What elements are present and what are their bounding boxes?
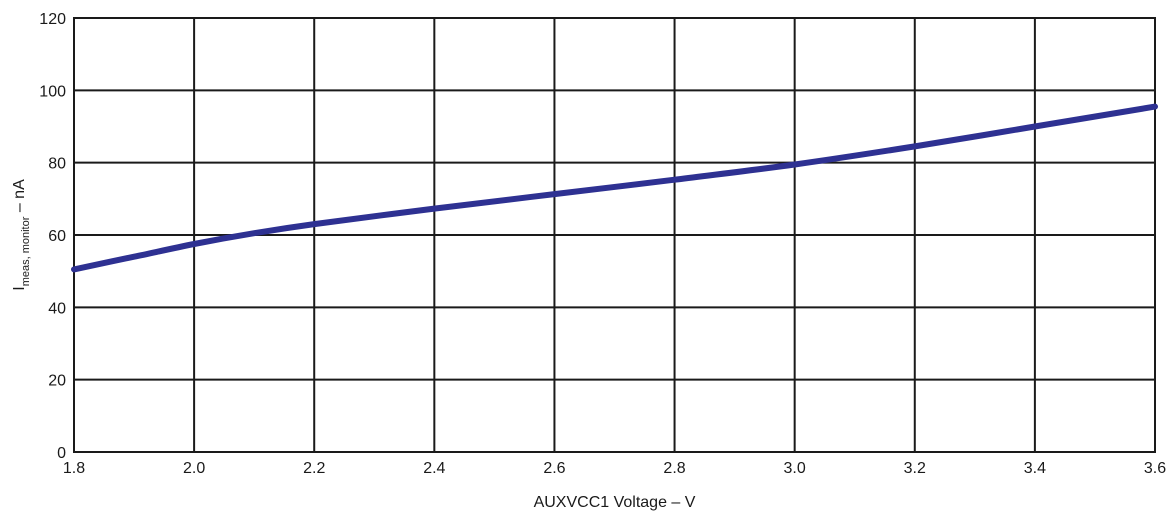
x-tick-label: 2.8 xyxy=(663,460,685,477)
x-tick-labels: 1.8 2.0 2.2 2.4 2.6 2.8 3.0 3.2 3.4 3.6 xyxy=(63,460,1166,477)
series-layer xyxy=(71,103,1158,273)
x-tick-label: 3.6 xyxy=(1144,460,1166,477)
y-tick-label: 60 xyxy=(48,228,66,245)
x-tick-label: 2.0 xyxy=(183,460,205,477)
x-axis-title: AUXVCC1 Voltage – V xyxy=(534,494,696,511)
y-tick-label: 40 xyxy=(48,300,66,317)
y-axis-title-main: I xyxy=(11,286,28,290)
plot-area-frame xyxy=(73,17,1156,453)
x-tick-label: 3.2 xyxy=(904,460,926,477)
x-tick-label: 2.2 xyxy=(303,460,325,477)
x-tick-label: 2.6 xyxy=(543,460,565,477)
y-tick-label: 0 xyxy=(57,445,66,462)
y-tick-label: 20 xyxy=(48,373,66,390)
y-tick-labels: 0 20 40 60 80 100 120 xyxy=(39,11,66,462)
y-axis-title-subscript: meas, monitor xyxy=(20,216,32,286)
x-tick-label: 1.8 xyxy=(63,460,85,477)
x-tick-label: 2.4 xyxy=(423,460,445,477)
x-tick-label: 3.0 xyxy=(784,460,806,477)
series-line-0 xyxy=(71,103,1158,273)
y-tick-label: 120 xyxy=(39,11,66,28)
y-tick-label: 100 xyxy=(39,83,66,100)
y-tick-label: 80 xyxy=(48,156,66,173)
y-axis-title: Imeas, monitor – nA xyxy=(11,179,32,291)
y-axis-title-suffix: – nA xyxy=(11,179,28,217)
x-tick-label: 3.4 xyxy=(1024,460,1046,477)
